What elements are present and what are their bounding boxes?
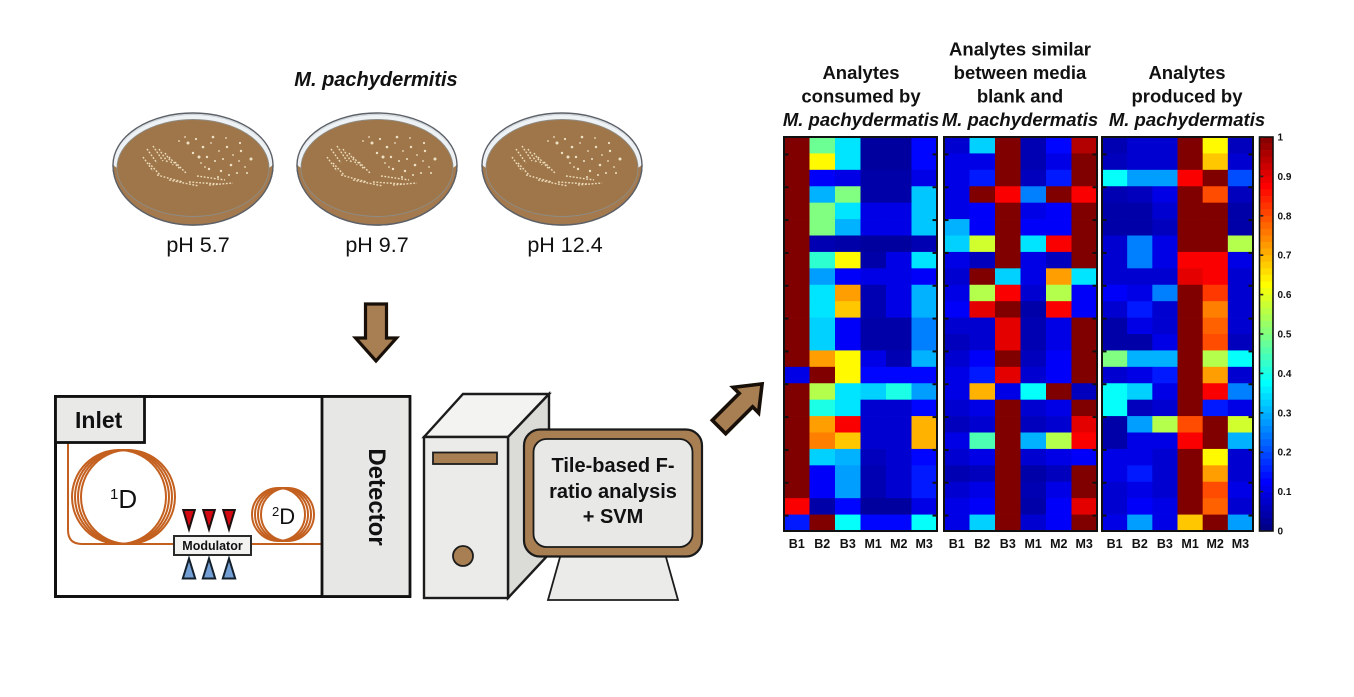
svg-text:B1: B1 <box>789 537 805 551</box>
svg-text:pH 5.7: pH 5.7 <box>166 233 229 257</box>
svg-text:0.2: 0.2 <box>1278 448 1292 459</box>
svg-text:M2: M2 <box>890 537 907 551</box>
svg-text:B3: B3 <box>1157 537 1173 551</box>
svg-text:M. pachydermatis: M. pachydermatis <box>783 109 939 130</box>
svg-text:pH 12.4: pH 12.4 <box>527 233 602 257</box>
svg-text:0.7: 0.7 <box>1278 251 1292 262</box>
svg-text:M2: M2 <box>1207 537 1224 551</box>
svg-text:B1: B1 <box>1107 537 1123 551</box>
svg-text:1: 1 <box>1278 133 1284 144</box>
svg-text:M. pachydermatis: M. pachydermatis <box>942 109 1098 130</box>
svg-text:M3: M3 <box>1232 537 1249 551</box>
svg-text:0: 0 <box>1278 527 1284 538</box>
svg-text:M. pachydermatis: M. pachydermatis <box>1109 109 1265 130</box>
svg-text:produced by: produced by <box>1131 86 1243 107</box>
svg-text:B2: B2 <box>1132 537 1148 551</box>
svg-text:Analytes similar: Analytes similar <box>949 39 1091 60</box>
svg-text:0.3: 0.3 <box>1278 408 1292 419</box>
svg-text:consumed by: consumed by <box>801 86 921 107</box>
svg-text:M1: M1 <box>1025 537 1042 551</box>
svg-text:pH 9.7: pH 9.7 <box>345 233 408 257</box>
svg-text:Modulator: Modulator <box>182 539 243 553</box>
svg-text:0.8: 0.8 <box>1278 211 1292 222</box>
svg-text:Analytes: Analytes <box>1148 62 1225 83</box>
svg-text:M. pachydermitis: M. pachydermitis <box>294 69 457 91</box>
svg-text:Tile-based F-: Tile-based F- <box>552 455 675 477</box>
svg-text:blank and: blank and <box>977 86 1063 107</box>
svg-text:0.1: 0.1 <box>1278 487 1292 498</box>
svg-text:ratio analysis: ratio analysis <box>549 481 677 503</box>
svg-text:0.4: 0.4 <box>1278 369 1292 380</box>
svg-text:M3: M3 <box>1076 537 1093 551</box>
svg-text:B1: B1 <box>949 537 965 551</box>
svg-text:1D: 1D <box>110 484 137 514</box>
svg-text:M3: M3 <box>916 537 933 551</box>
svg-text:B2: B2 <box>814 537 830 551</box>
svg-text:Analytes: Analytes <box>822 62 899 83</box>
svg-text:M1: M1 <box>865 537 882 551</box>
svg-text:0.5: 0.5 <box>1278 330 1292 341</box>
svg-text:Inlet: Inlet <box>75 407 123 433</box>
svg-text:M1: M1 <box>1181 537 1198 551</box>
svg-text:between media: between media <box>954 62 1087 83</box>
svg-text:B2: B2 <box>974 537 990 551</box>
svg-text:0.9: 0.9 <box>1278 172 1292 183</box>
svg-text:0.6: 0.6 <box>1278 290 1292 301</box>
svg-text:B3: B3 <box>1000 537 1016 551</box>
svg-text:B3: B3 <box>840 537 856 551</box>
svg-text:M2: M2 <box>1050 537 1067 551</box>
svg-text:+ SVM: + SVM <box>583 506 644 528</box>
svg-text:Detector: Detector <box>363 448 390 545</box>
svg-text:2D: 2D <box>272 504 295 529</box>
